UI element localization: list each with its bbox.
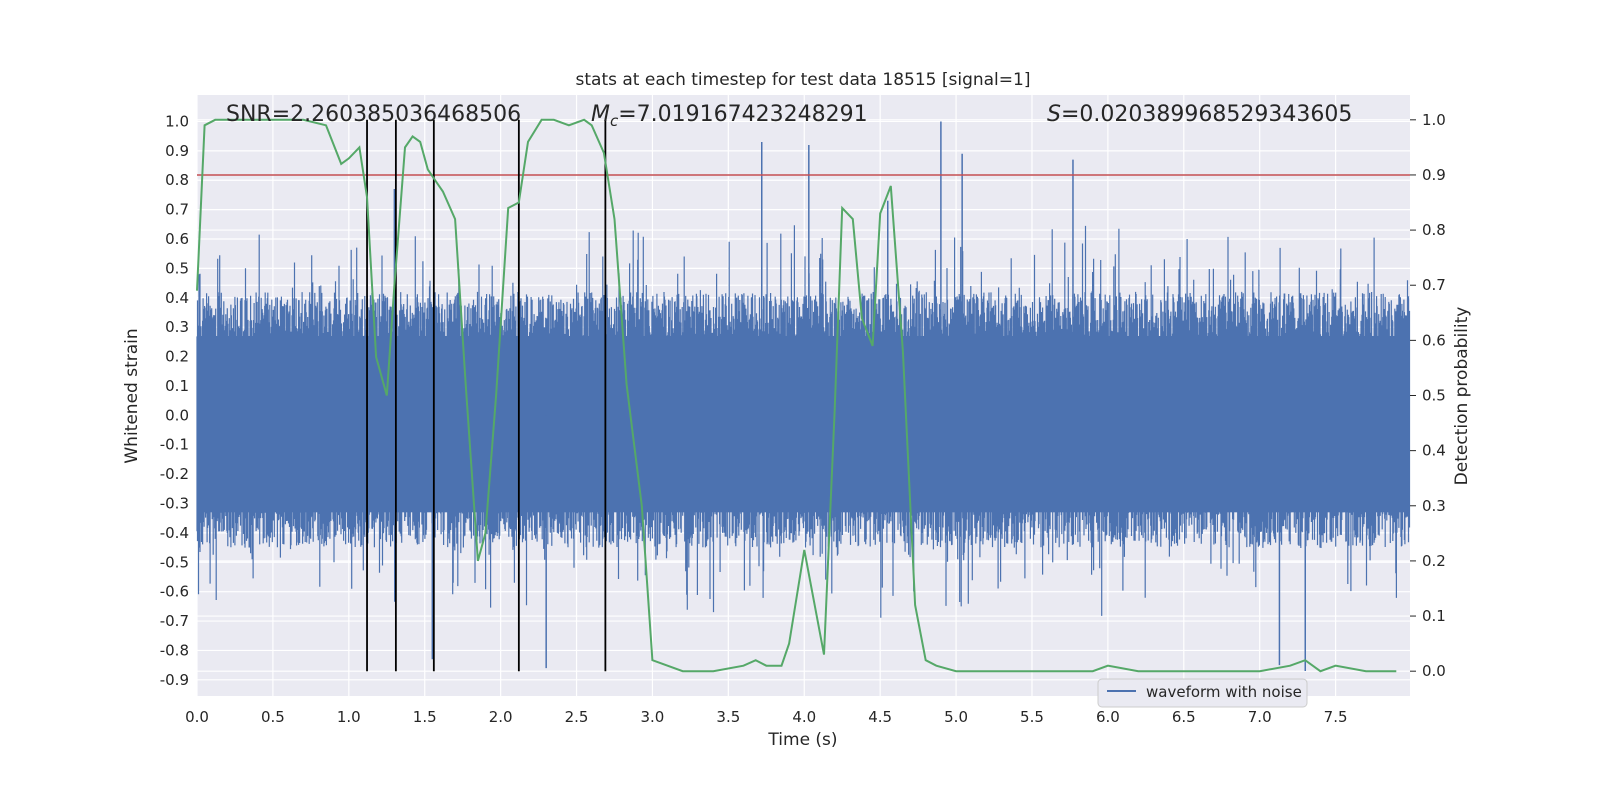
y-tick-label: 0.0 [165, 406, 189, 424]
x-tick-label: 7.0 [1248, 708, 1272, 726]
y2-tick-label: 0.2 [1422, 552, 1446, 570]
prob-layer [196, 118, 1397, 673]
x-tick-label: 2.0 [489, 708, 513, 726]
waveform-layer [196, 121, 1411, 672]
mc-symbol: M [591, 102, 610, 127]
y-tick-label: -0.3 [160, 495, 189, 513]
y-tick-label: 0.3 [165, 318, 189, 336]
y2-tick-label: 0.0 [1422, 662, 1446, 680]
y2-tick-labels: 1.0 0.9 0.8 0.7 0.6 0.5 0.4 0.3 0.2 0.1 0.0 [1410, 111, 1446, 680]
y-tick-label: -0.4 [160, 524, 189, 542]
y-tick-label: -0.5 [160, 553, 189, 571]
y2-axis-label: Detection probability [1452, 307, 1472, 486]
y-tick-label: 0.6 [165, 230, 189, 248]
y-tick-label: -0.1 [160, 436, 189, 454]
mc-subscript: c [610, 112, 619, 130]
x-tick-label: 1.0 [337, 708, 361, 726]
x-tick-label: 1.5 [413, 708, 437, 726]
y-tick-label: -0.7 [160, 612, 189, 630]
x-tick-label: 3.0 [641, 708, 665, 726]
y-tick-label: 0.8 [165, 171, 189, 189]
y-tick-label: 0.9 [165, 142, 189, 160]
y2-tick-label: 0.5 [1422, 387, 1446, 405]
mc-value: =7.019167423248291 [618, 102, 867, 127]
y-axis-label: Whitened strain [122, 328, 142, 463]
y2-tick-label: 0.6 [1422, 331, 1446, 349]
x-tick-label: 4.0 [792, 708, 816, 726]
s-symbol: S [1047, 102, 1061, 127]
y-tick-label: 1.0 [165, 112, 189, 130]
waveform-core [197, 335, 1410, 513]
x-tick-label: 4.5 [868, 708, 892, 726]
y2-tick-label: 1.0 [1422, 111, 1446, 129]
y2-tick-label: 0.9 [1422, 166, 1446, 184]
y2-tick-label: 0.3 [1422, 497, 1446, 515]
x-tick-label: 3.5 [716, 708, 740, 726]
x-tick-label: 0.0 [185, 708, 209, 726]
s-annotation: S=0.020389968529343605 [1047, 102, 1352, 127]
x-tick-label: 5.5 [1020, 708, 1044, 726]
x-tick-label: 0.5 [261, 708, 285, 726]
snr-annotation: SNR=2.260385036468506 [226, 102, 521, 127]
y-tick-label: 0.2 [165, 348, 189, 366]
legend-box [1097, 678, 1308, 708]
legend: waveform with noise [1097, 678, 1308, 708]
y2-tick-label: 0.4 [1422, 442, 1446, 460]
x-tick-label: 7.5 [1324, 708, 1348, 726]
y-tick-label: 0.4 [165, 289, 189, 307]
x-tick-labels: 0.0 0.5 1.0 1.5 2.0 2.5 3.0 3.5 4.0 4.5 5.0 5.5 6.0 6… [185, 708, 1347, 726]
x-axis-label: Time (s) [767, 730, 837, 750]
y-tick-label: 0.7 [165, 201, 189, 219]
x-tick-label: 5.0 [944, 708, 968, 726]
y2-tick-label: 0.7 [1422, 276, 1446, 294]
chart-title: stats at each timestep for test data 185… [576, 70, 1031, 90]
y-tick-label: -0.9 [160, 671, 189, 689]
y-tick-label: 0.5 [165, 259, 189, 277]
y-tick-label: -0.6 [160, 583, 189, 601]
x-tick-label: 6.5 [1172, 708, 1196, 726]
y-tick-label: 0.1 [165, 377, 189, 395]
probability-line [196, 118, 1397, 673]
y-tick-label: -0.2 [160, 465, 189, 483]
x-tick-label: 2.5 [565, 708, 589, 726]
y2-tick-label: 0.1 [1422, 607, 1446, 625]
x-tick-label: 6.0 [1096, 708, 1120, 726]
legend-label: waveform with noise [1146, 683, 1302, 701]
y-tick-labels: 1.0 0.9 0.8 0.7 0.6 0.5 0.4 0.3 0.2 0.1 0.0 -0.1 -0.… [160, 112, 189, 688]
chirp-mass-annotation: Mc=7.019167423248291 [591, 102, 868, 130]
s-value: =0.020389968529343605 [1061, 102, 1352, 127]
y-tick-label: -0.8 [160, 641, 189, 659]
y2-tick-label: 0.8 [1422, 221, 1446, 239]
